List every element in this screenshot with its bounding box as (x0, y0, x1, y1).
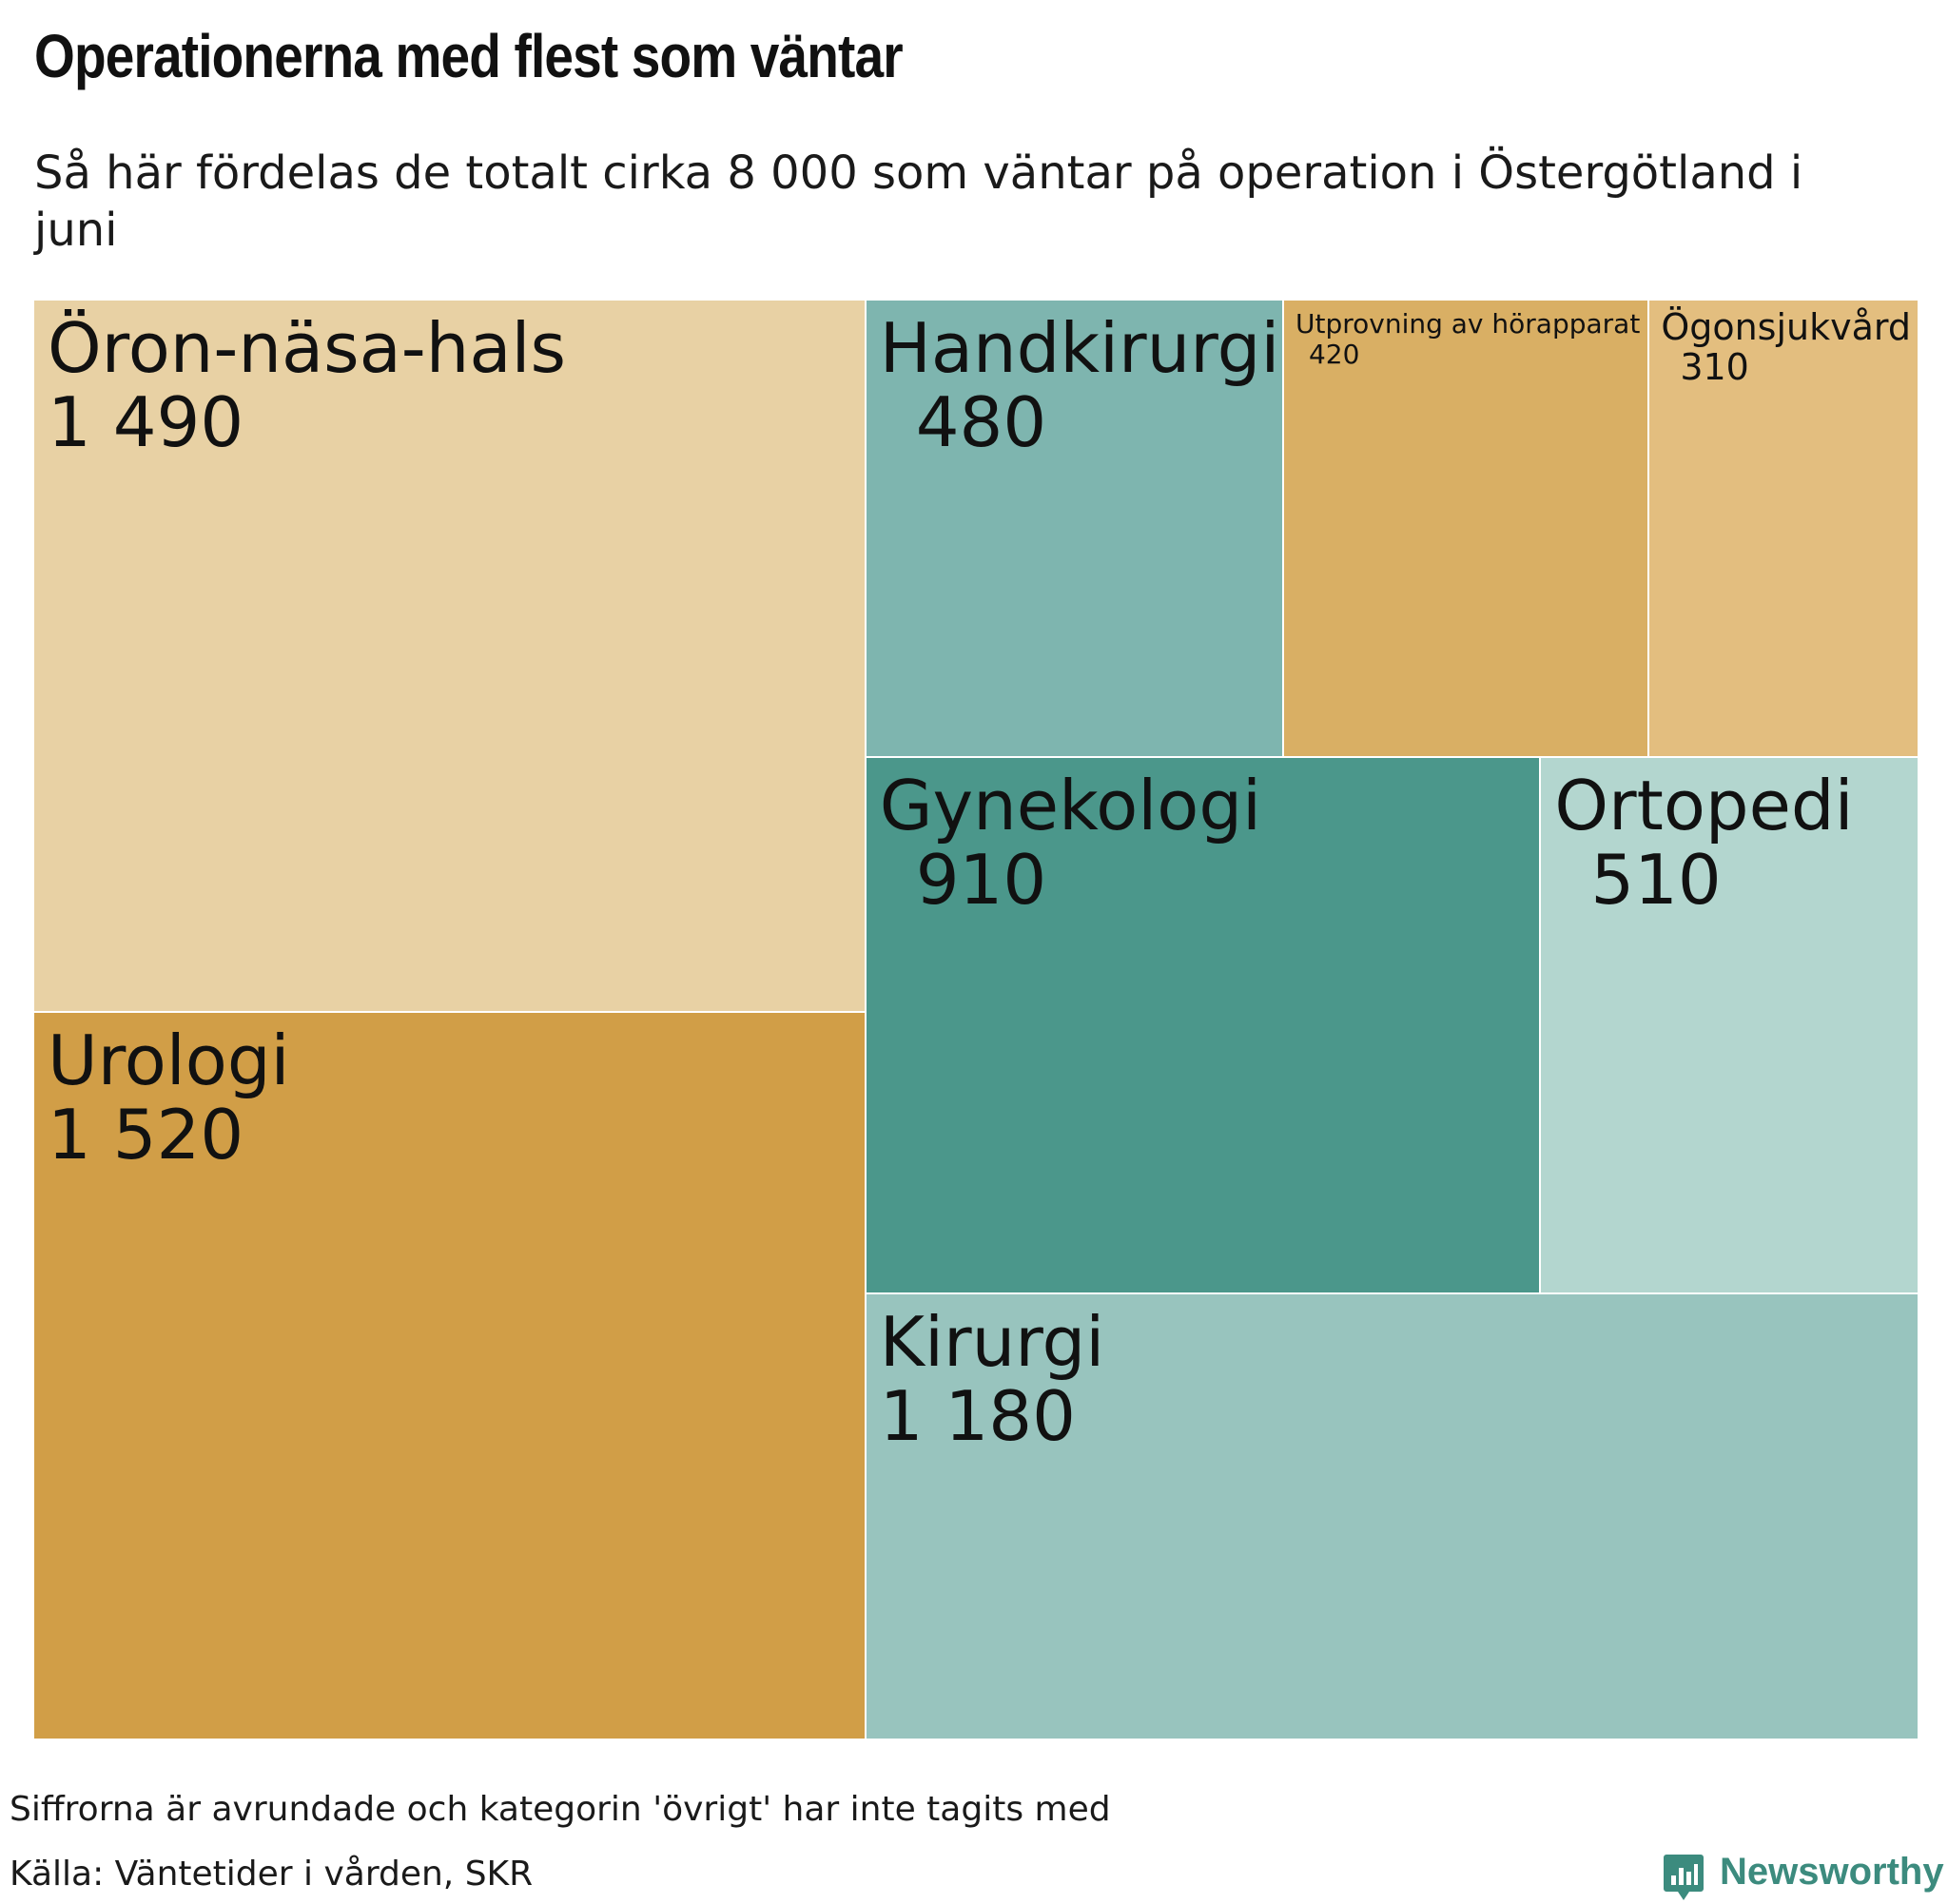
tile-utprovning-av-horapparat: Utprovning av hörapparat 420 (1282, 300, 1649, 757)
tile-label-urologi: Urologi (48, 1020, 290, 1101)
tile-ortopedi: Ortopedi 510 (1540, 756, 1919, 1294)
tile-value-ogonsjukvard: 310 (1680, 346, 1749, 388)
newsworthy-logo-icon (1664, 1855, 1704, 1900)
tile-value-gynekologi: 910 (915, 839, 1047, 920)
newsworthy-logo-text: Newsworthy (1720, 1851, 1944, 1893)
tile-label-kirurgi: Kirurgi (879, 1302, 1105, 1383)
source-note: Källa: Väntetider i vården, SKR (10, 1855, 534, 1894)
tile-label-ogonsjukvard: Ögonsjukvård (1661, 306, 1911, 348)
tile-value-oron-nasa-hals: 1 490 (48, 382, 244, 462)
tile-value-ortopedi: 510 (1590, 839, 1722, 920)
tile-label-utprovning-av-horapparat: Utprovning av hörapparat (1295, 308, 1641, 340)
tile-urologi: Urologi 1 520 (33, 1012, 866, 1739)
tile-value-urologi: 1 520 (48, 1095, 244, 1175)
footnote: Siffrorna är avrundade och kategorin 'öv… (10, 1790, 1111, 1829)
tile-value-utprovning-av-horapparat: 420 (1308, 339, 1360, 370)
tile-handkirurgi: Handkirurgi 480 (865, 300, 1283, 757)
tile-label-handkirurgi: Handkirurgi (879, 308, 1280, 388)
tile-label-oron-nasa-hals: Öron-näsa-hals (48, 308, 566, 388)
tile-label-ortopedi: Ortopedi (1554, 765, 1854, 845)
tile-kirurgi: Kirurgi 1 180 (865, 1293, 1919, 1739)
tile-oron-nasa-hals: Öron-näsa-hals 1 490 (33, 300, 866, 1013)
tile-value-kirurgi: 1 180 (879, 1376, 1076, 1457)
treemap: Öron-näsa-hals 1 490 Urologi 1 520 Handkirur… (33, 300, 1919, 1739)
tile-value-handkirurgi: 480 (915, 382, 1047, 462)
tile-ogonsjukvard: Ögonsjukvård 310 (1648, 300, 1919, 757)
tile-label-gynekologi: Gynekologi (879, 765, 1262, 845)
chart-title: Operationerna med flest som väntar (34, 22, 904, 90)
tile-gynekologi: Gynekologi 910 (865, 756, 1541, 1294)
chart-subtitle: Så här fördelas de totalt cirka 8 000 so… (34, 146, 1803, 257)
